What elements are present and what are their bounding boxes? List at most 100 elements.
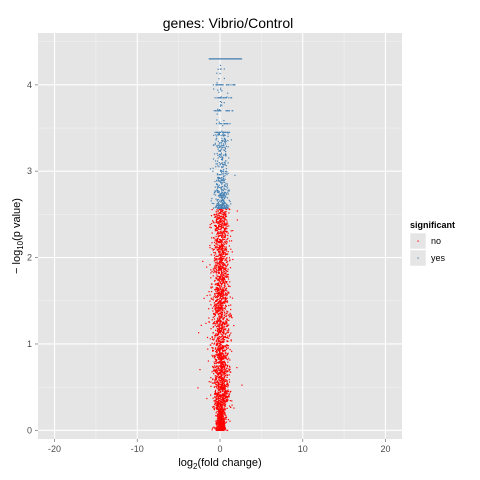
point-no-1981	[218, 235, 220, 237]
point-no-419	[209, 224, 211, 226]
point-no-739	[213, 305, 215, 308]
point-yes-480	[222, 84, 224, 86]
point-no-2612	[208, 321, 210, 323]
point-no-995	[218, 276, 221, 279]
point-no-1770	[216, 425, 218, 428]
point-yes-344	[216, 204, 218, 206]
point-no-1270	[218, 424, 221, 427]
point-no-330	[215, 320, 218, 322]
point-no-1579	[215, 354, 217, 356]
point-no-351	[226, 371, 228, 373]
point-no-26	[213, 302, 215, 304]
point-no-1158	[222, 390, 224, 392]
point-yes-287	[223, 205, 226, 207]
point-no-1903	[214, 334, 216, 337]
point-no-2506	[227, 324, 229, 326]
point-no-2097	[219, 412, 221, 414]
point-no-1441	[211, 338, 214, 340]
point-no-1507	[208, 308, 210, 310]
point-no-2562	[222, 213, 224, 215]
point-no-1446	[219, 288, 221, 291]
point-no-1793	[216, 387, 218, 389]
point-no-1085	[213, 354, 215, 357]
point-yes-378	[220, 194, 223, 197]
point-yes-113	[222, 156, 224, 158]
point-yes-566	[219, 87, 222, 89]
point-yes-245	[220, 177, 222, 180]
point-no-1950	[213, 366, 215, 368]
point-no-1452	[217, 248, 220, 251]
point-no-2392	[216, 373, 218, 375]
point-yes-36	[221, 199, 224, 202]
point-yes-152	[219, 164, 221, 166]
point-yes-557	[227, 92, 229, 94]
point-no-2280	[221, 307, 223, 309]
point-no-948	[213, 356, 215, 358]
point-no-1280	[211, 342, 213, 344]
point-no-1862	[221, 311, 224, 314]
point-no-48	[222, 417, 225, 419]
point-no-253	[222, 321, 225, 323]
point-no-718	[220, 285, 223, 287]
point-no-2256	[224, 398, 226, 400]
point-yes-289	[229, 200, 231, 203]
point-yes-467	[239, 58, 241, 60]
point-no-1970	[224, 258, 227, 260]
point-no-1745	[220, 427, 222, 429]
point-no-2502	[222, 298, 224, 300]
point-no-1842	[218, 422, 220, 424]
point-yes-379	[220, 196, 222, 198]
point-no-1969	[229, 334, 231, 336]
point-yes-413	[226, 206, 228, 208]
point-no-229	[217, 287, 220, 290]
point-yes-6	[221, 192, 223, 194]
point-no-2199	[225, 400, 227, 402]
point-no-1223	[218, 343, 220, 345]
point-no-1748	[218, 323, 220, 325]
point-no-1622	[215, 258, 217, 260]
point-no-2557	[221, 383, 224, 385]
point-no-1462	[215, 400, 217, 402]
point-yes-319	[216, 145, 218, 147]
point-yes-114	[220, 170, 223, 172]
point-no-420	[230, 406, 232, 408]
point-no-717	[233, 407, 235, 409]
point-no-1228	[227, 276, 229, 278]
point-no-486	[216, 329, 219, 332]
point-no-2583	[220, 383, 222, 385]
point-no-558	[223, 366, 225, 368]
point-yes-453	[230, 58, 232, 60]
point-no-2387	[224, 285, 226, 288]
point-yes-24	[218, 162, 220, 164]
point-no-2196	[220, 395, 222, 397]
point-no-984	[216, 385, 218, 387]
point-no-220	[217, 241, 219, 243]
point-no-1562	[220, 227, 222, 229]
point-no-1257	[212, 310, 214, 312]
point-no-2519	[211, 336, 213, 338]
point-no-1697	[210, 394, 212, 396]
point-no-684	[221, 275, 223, 277]
point-no-1893	[220, 422, 222, 424]
point-no-1655	[216, 325, 218, 328]
point-no-2524	[219, 360, 221, 362]
point-no-630	[215, 283, 217, 285]
point-no-2430	[221, 400, 223, 403]
point-no-2577	[216, 405, 218, 407]
x-tick-label: -20	[48, 444, 61, 454]
point-yes-324	[214, 160, 217, 162]
point-no-1163	[226, 322, 228, 324]
point-no-2561	[219, 267, 221, 269]
point-no-24	[223, 315, 225, 317]
point-no-816	[213, 270, 216, 272]
point-no-2058	[211, 298, 213, 301]
point-no-918	[219, 310, 221, 312]
point-no-380	[226, 259, 228, 262]
point-no-2347	[219, 301, 221, 303]
point-no-2454	[213, 369, 215, 371]
point-no-1775	[218, 251, 220, 253]
point-no-631	[217, 362, 220, 364]
point-yes-437	[219, 58, 222, 60]
point-yes-489	[234, 84, 236, 86]
point-no-2095	[220, 379, 222, 382]
